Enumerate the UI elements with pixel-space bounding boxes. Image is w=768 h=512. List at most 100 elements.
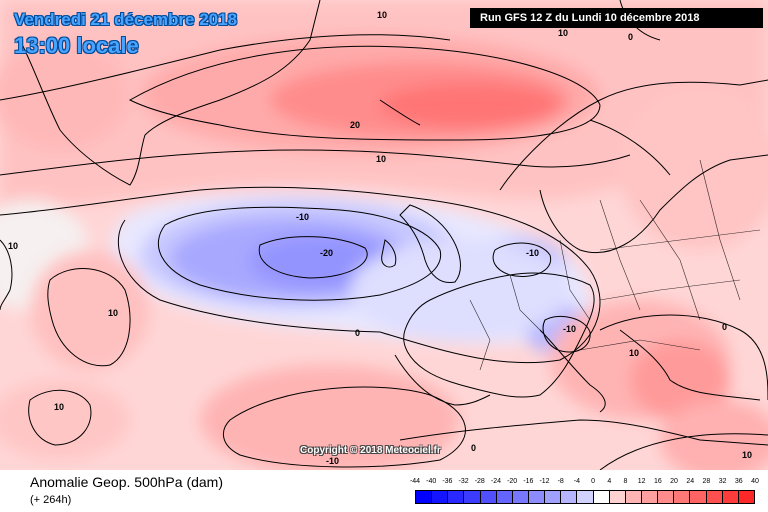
legend-color-cell [561,491,578,503]
legend-label: 8 [623,478,628,485]
contour-10-southeast [599,314,768,401]
labrador-coast [0,239,13,311]
contour-10-southwest [28,389,92,446]
legend-color-cell [722,491,739,503]
forecast-date: Vendredi 21 décembre 2018 [14,10,238,29]
legend-label: 40 [751,478,759,485]
contour-minus10 [157,206,442,301]
legend-label: -28 [474,478,485,485]
legend-color-cell [706,491,723,503]
legend-color-cell [416,491,433,503]
contour-10-south [222,386,466,468]
contour-label: 0 [355,328,360,338]
legend-color-cell [512,491,529,503]
anomaly-map: 10 0 20 10 -10 -20 -10 0 10 10 -10 10 10… [0,0,768,470]
legend-color-cell [609,491,626,503]
north-africa-coast [399,419,768,446]
legend-color-cell [641,491,659,503]
contour-minus20 [258,236,368,279]
legend-label: 12 [637,478,646,485]
contour-label: 0 [471,443,476,453]
contour-label: -10 [326,456,339,466]
borders [469,159,761,371]
contour-0 [0,186,601,364]
map-title: Anomalie Geop. 500hPa (dam) [30,474,223,490]
contour-10-north [0,34,451,101]
contour-label: 10 [629,348,639,358]
legend-color-cell [658,491,675,503]
legend-label: -16 [523,478,534,485]
balkans-coast [619,329,761,401]
legend-color-cell [738,491,754,503]
legend-color-cell [625,491,642,503]
scandinavia-coast [499,79,768,191]
contour-minus10-italy [542,316,591,353]
contour-label: -10 [563,324,576,334]
legend-bar [415,490,755,504]
legend-color-cell [480,491,497,503]
contour-10-west [47,268,131,367]
legend-color-cell [545,491,562,503]
copyright: Copyright © 2018 Meteociel.fr [300,445,441,456]
legend-label: 4 [607,478,612,485]
model-run-info: Run GFS 12 Z du Lundi 10 décembre 2018 [470,8,763,28]
legend-label: -36 [442,478,453,485]
ireland-coast [381,239,397,268]
legend-color-cell [464,491,481,503]
contour-label: 10 [376,154,386,164]
legend-color-cell [528,491,546,503]
contour-10-scandinavia [589,119,671,176]
contour-label: 10 [558,28,568,38]
baltic-coast [539,154,768,254]
contour-label: 10 [8,241,18,251]
legend-label: 32 [718,478,727,485]
italy-coast [539,329,606,413]
contour-10-africa [599,433,768,470]
contour-label: -10 [296,212,309,222]
legend-label: 28 [702,478,711,485]
legend-label: -8 [557,478,564,485]
contour-label: 0 [628,32,633,42]
coastlines [0,0,768,446]
contour-label: 20 [350,120,360,130]
anomaly-shading [0,0,768,470]
greenland-coast [19,0,321,186]
legend-color-cell [593,491,610,503]
legend-color-cell [577,491,594,503]
legend-label: 20 [670,478,678,485]
legend-label: -40 [426,478,437,485]
legend-label: -32 [458,478,469,485]
legend-label: -4 [573,478,581,485]
legend-color-cell [690,491,707,503]
western-europe-coast [403,272,595,398]
legend-label: -12 [539,478,550,485]
color-legend: -44 -40 -36 -32 -28 -24 -20 -16 -12 -8 -4 0 4 8 12 16 20… [410,478,759,504]
contour-lines [0,0,768,470]
legend-label: 24 [686,478,695,485]
forecast-time: 13:00 locale [14,33,139,58]
iceland-coast [379,99,421,126]
contour-label: -20 [320,248,333,258]
legend-label: -24 [490,478,501,485]
contour-labels: 10 0 20 10 -10 -20 -10 0 10 10 -10 10 10… [8,10,752,466]
iberia-coast [394,354,491,406]
legend-label: -44 [409,478,421,485]
legend-labels: -44 -40 -36 -32 -28 -24 -20 -16 -12 -8 -4 0 4 8 12 16 20… [410,478,759,488]
legend-color-cell [496,491,513,503]
legend-label: 16 [653,478,662,485]
legend-color-cell [432,491,449,503]
contour-label: -10 [526,248,539,258]
contour-label: 10 [377,10,387,20]
contour-label: 10 [54,402,64,412]
contour-label: 0 [722,322,727,332]
forecast-lead-time: (+ 264h) [30,494,72,506]
map-area: 10 0 20 10 -10 -20 -10 0 10 10 -10 10 10… [0,0,768,470]
legend-color-cell [448,491,465,503]
contour-minus10-east [492,242,552,277]
legend-color-cell [674,491,691,503]
contour-label: 10 [108,308,118,318]
britain-coast [399,204,461,284]
contour-label: 10 [742,450,752,460]
legend-label: 36 [734,478,743,485]
legend-label: 0 [591,478,596,485]
